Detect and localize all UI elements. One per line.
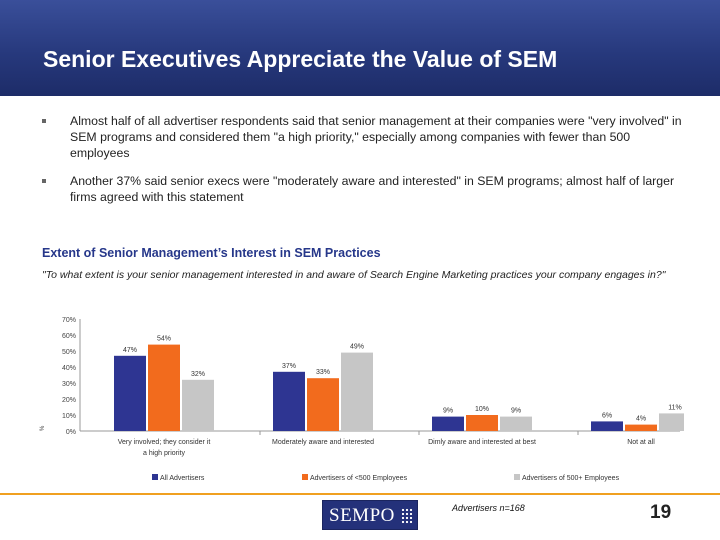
y-tick-label: 10% — [62, 413, 76, 420]
slide-title: Senior Executives Appreciate the Value o… — [43, 46, 558, 72]
bullet-text: Almost half of all advertiser respondent… — [70, 114, 682, 160]
bar — [659, 413, 684, 431]
bar — [466, 415, 498, 431]
legend-label: Advertisers of 500+ Employees — [522, 475, 620, 482]
data-label: 49% — [350, 344, 364, 351]
footer-divider — [0, 493, 720, 495]
data-label: 6% — [602, 412, 612, 419]
y-tick-label: 0% — [66, 429, 76, 436]
legend-swatch — [302, 474, 308, 480]
legend-swatch — [152, 474, 158, 480]
data-label: 33% — [316, 369, 330, 376]
data-label: 47% — [123, 347, 137, 354]
bullet-square-icon — [42, 119, 46, 123]
y-tick-label: 60% — [62, 333, 76, 340]
x-tick-label: Not at all — [627, 439, 655, 446]
bullet-text: Another 37% said senior execs were "mode… — [70, 174, 675, 204]
bullet-list: Almost half of all advertiser respondent… — [42, 113, 692, 217]
y-tick-label: 70% — [62, 317, 76, 324]
data-label: 9% — [443, 408, 453, 415]
data-label: 54% — [157, 336, 171, 343]
x-tick-label: Dimly aware and interested at best — [428, 439, 536, 446]
data-label: 9% — [511, 408, 521, 415]
y-tick-label: 20% — [62, 397, 76, 404]
bar — [625, 424, 657, 431]
bullet-item: Another 37% said senior execs were "mode… — [42, 173, 692, 205]
bar — [432, 416, 464, 431]
logo-text: SEMPO — [329, 505, 395, 526]
bar — [182, 379, 214, 431]
data-label: 11% — [668, 404, 682, 411]
legend-swatch — [514, 474, 520, 480]
data-label: 4% — [636, 416, 646, 423]
bullet-item: Almost half of all advertiser respondent… — [42, 113, 692, 161]
x-tick-label: a high priority — [143, 450, 186, 457]
x-tick-label: Moderately aware and interested — [272, 439, 374, 446]
sempo-logo: SEMPO — [322, 500, 418, 530]
survey-question: "To what extent is your senior managemen… — [42, 269, 666, 281]
title-banner: Senior Executives Appreciate the Value o… — [0, 0, 720, 96]
bar — [273, 371, 305, 431]
bar-chart: 0% 10% 20% 30% 40% 50% 60% 70%% 47% 54% 32% Very in… — [40, 317, 684, 482]
bar — [500, 416, 532, 431]
bar — [114, 355, 146, 431]
y-tick-label: 50% — [62, 349, 76, 356]
logo-dots-icon — [401, 508, 413, 524]
page-number: 19 — [650, 502, 672, 523]
data-label: 37% — [282, 363, 296, 370]
legend-label: All Advertisers — [160, 475, 205, 482]
y-axis-label: % — [40, 425, 46, 431]
bar — [307, 378, 339, 431]
data-label: 10% — [475, 406, 489, 413]
y-tick-label: 30% — [62, 381, 76, 388]
sample-size-note: Advertisers n=168 — [452, 503, 525, 513]
legend-label: Advertisers of <500 Employees — [310, 475, 408, 482]
bullet-square-icon — [42, 179, 46, 183]
bar — [591, 421, 623, 431]
bar — [341, 352, 373, 431]
x-tick-label: Very involved; they consider it — [118, 439, 211, 446]
y-tick-label: 40% — [62, 365, 76, 372]
data-label: 32% — [191, 371, 205, 378]
chart-title: Extent of Senior Management’s Interest i… — [42, 246, 381, 260]
bar — [148, 344, 180, 431]
